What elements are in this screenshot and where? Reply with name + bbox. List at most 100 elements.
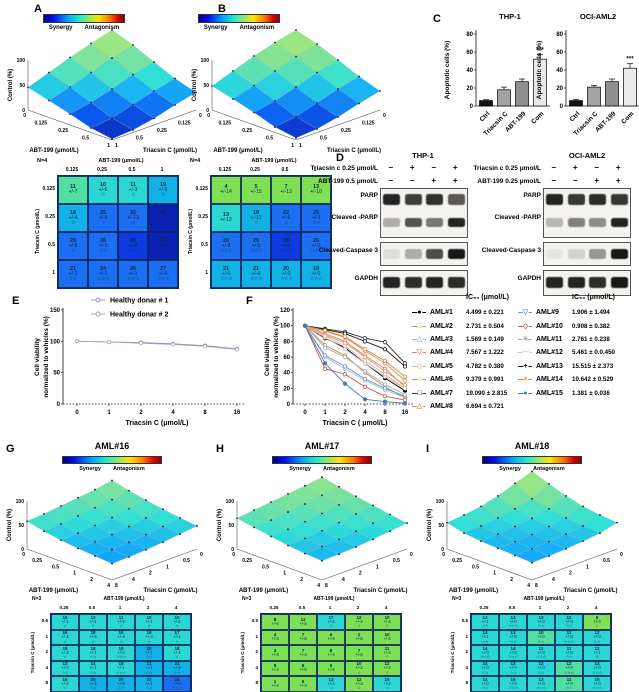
data-point [402,378,408,383]
significance-label: *** [536,47,544,54]
blot-title: OCI-AML2 [568,151,606,160]
x-tick-label: 8 [203,410,207,416]
surface-mesh-dot [514,554,516,557]
treatment-sign: − [594,163,600,172]
z-tick-label: 50 [203,83,209,89]
z-tick-label: 0 [441,547,444,553]
protein-band [447,194,465,205]
series-marker-icon: □ [412,321,427,331]
x-tick-label: 2 [139,410,143,416]
synergy-cell: 18 +/-1 ☆☆☆ [107,660,135,676]
y-axis-label: Triacsin C (μmol/L) [143,148,197,154]
x-axis [211,109,297,141]
treatment-sign: + [572,163,578,172]
column-tick: 4 [594,605,598,610]
surface-mesh-dot [287,544,289,547]
synergy-cell: 13 +/-0 ☆☆ [499,629,527,645]
treatment-label: ABT-199 0.25 μmol/L [477,178,541,185]
surface-mesh-dot [153,117,155,120]
surface-mesh-dot [338,553,340,556]
y-tick-label: 20 [283,386,290,392]
legend-row: □ AML#2 2.731 ± 0.504 [412,319,518,332]
y-tick-label: 0.5 [136,136,143,142]
surface-mesh-dot [132,103,134,106]
synergy-cell: 14 +/-0 ☆☆ [471,676,499,692]
synergy-cell: 20 +/-1 ☆☆ [135,645,163,661]
protein-band [426,249,444,259]
synergy-cell: 17 +/-4 ☆ [317,614,345,630]
x-tick-label: 0 [207,113,210,119]
surface-mesh-dot [43,530,45,533]
y-tick-label: 1 [586,564,589,570]
surface-mesh-dot [69,86,71,88]
x-axis [26,548,113,581]
x-tick-label: 1 [323,410,327,416]
y-tick-label: 1 [115,143,118,149]
protein-band [567,249,585,259]
y-tick-label: 0.5 [603,558,610,564]
row-axis-title: Triacsin C (μmol/L) [34,209,41,255]
synergy-cell: 12 +/-0 ☆☆ [527,660,555,676]
y-tick-label: 0 [560,104,564,110]
synergy-cell: 7 +/-13 [271,176,301,204]
synergy-cell: 11 +/-4 ☆ [373,645,401,661]
column-tick: 4 [384,605,388,610]
x-tick-label: 2 [90,577,93,583]
column-tick: 0.5 [508,605,516,610]
series-line [304,325,406,389]
surface-mesh-dot [128,489,130,492]
row-tick: 0.25 [198,214,208,220]
legend-row: ● AML#1 4.499 ± 0.221 [412,306,518,319]
series-name: AML#14 [536,376,563,384]
x-tick-label: 0 [442,552,445,558]
protein-label: PARP [523,192,541,199]
treatment-sign: + [452,163,458,172]
colorbar-gradient [482,456,582,464]
synergy-cell: 47 +/-2 ☆☆☆ [148,232,178,260]
row-axis-title: Triacsin C (μmol/L) [449,632,455,674]
protein-label: Cleaved-Caspase 3 [481,247,541,254]
surface-mesh-dot [69,113,71,115]
y-axis [321,548,408,581]
surface-mesh-dot [497,494,499,497]
column-tick: 2 [146,605,150,610]
surface-mesh-dot [372,538,374,541]
surface-mesh-dot [463,532,465,535]
protein-band [546,249,564,259]
series-marker-icon: × [518,375,533,385]
y-tick-label: 4 [552,577,555,583]
x-tick-label: 1 [107,410,111,416]
surface-mesh-dot [514,540,516,543]
ic50-header: IC₅₀ (μmol/L) [572,294,615,301]
protein-band [589,277,607,288]
panel-d-label: D [336,152,344,164]
x-axis [27,109,113,141]
data-point [362,354,368,360]
data-point [382,340,388,345]
synergy-cell: 10 +/-0 ☆☆ [527,629,555,645]
colorbar-gradient [198,14,280,23]
column-tick: 1 [328,605,332,610]
y-axis-label: normalized to vehicles (%) [273,316,280,398]
bar [605,81,619,107]
synergy-cell: 18 +/-5 ☆ [79,629,107,645]
category-label: Ctrl [479,110,492,123]
protein-band [447,277,465,288]
y-tick-label: 0.5 [183,558,190,564]
legend-row: □ AML#7 19.090 ± 2.815 [412,386,518,399]
surface-mesh-dot [128,556,130,558]
protein-band [610,194,628,205]
y-axis-label: Cell viability [34,338,41,376]
column-axis-title: ABT-199 (μmol/L) [523,596,565,602]
bar [569,100,583,107]
series-line [304,325,406,401]
row-tick: 8 [465,680,468,686]
synergy-cell: 4 +/-3 [261,629,289,645]
synergy-cell: 11 +/-0 ☆☆☆ [555,629,583,645]
synergy-cell: 16 +/-1 ☆ [51,629,79,645]
row-tick: 2 [465,649,468,655]
series-marker-icon: △ [412,334,427,344]
surface-mesh-dot [295,86,297,88]
x-tick-label: 2 [343,410,347,416]
y-axis-label: Apoptotic cells (%) [444,41,451,100]
